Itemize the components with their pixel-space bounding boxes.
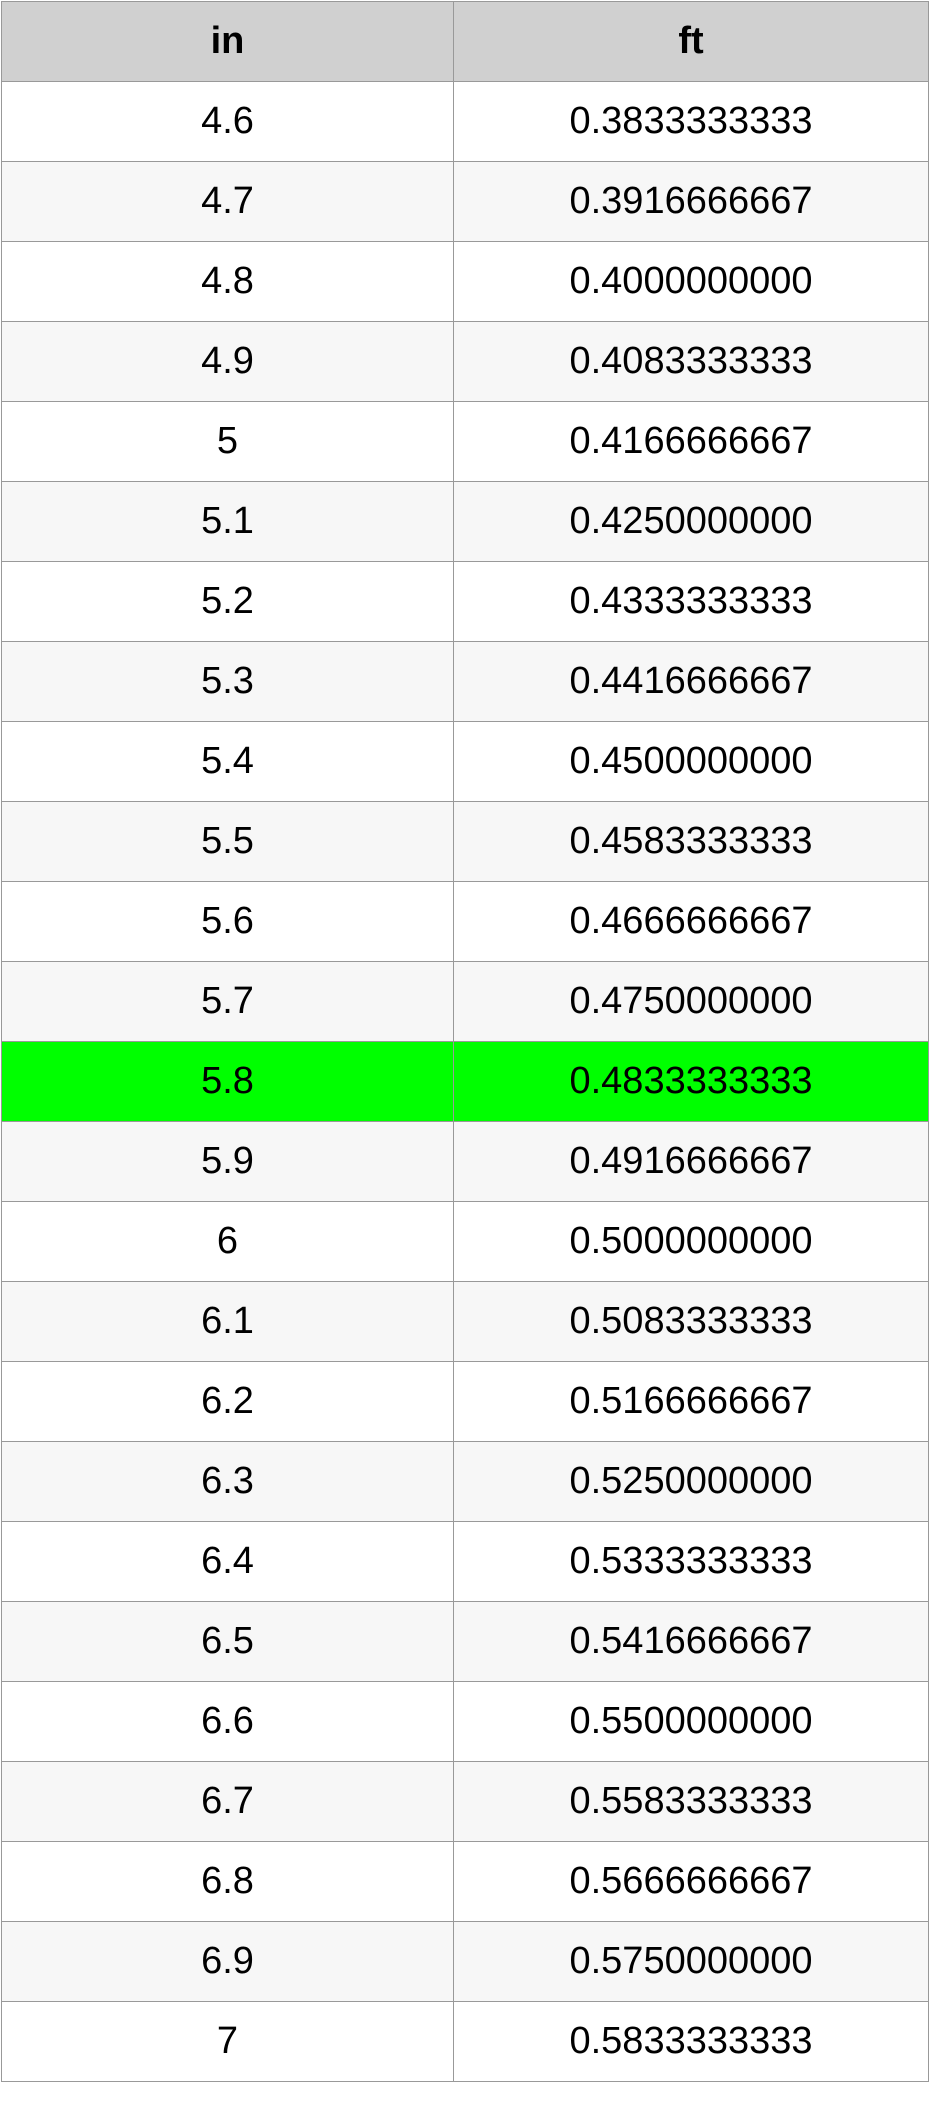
table-cell: 5.2 <box>1 561 454 642</box>
header-cell: ft <box>453 1 929 82</box>
table-row: 5.4 0.4500000000 <box>1 721 929 802</box>
table-cell: 6.6 <box>1 1681 454 1762</box>
table-cell: 5.4 <box>1 721 454 802</box>
table-row: 5 0.4166666667 <box>1 401 929 482</box>
table-cell: 0.5583333333 <box>453 1761 929 1842</box>
table-cell: 0.4416666667 <box>453 641 929 722</box>
table-cell: 4.6 <box>1 81 454 162</box>
table-cell: 0.5333333333 <box>453 1521 929 1602</box>
header-row: in ft <box>1 1 929 82</box>
table-cell: 5.7 <box>1 961 454 1042</box>
table-cell: 0.5666666667 <box>453 1841 929 1922</box>
table-cell: 6.4 <box>1 1521 454 1602</box>
table-cell: 0.5750000000 <box>453 1921 929 2002</box>
header-cell: in <box>1 1 454 82</box>
table-cell: 5.3 <box>1 641 454 722</box>
table-row: 4.7 0.3916666667 <box>1 161 929 242</box>
table-row: 6.6 0.5500000000 <box>1 1681 929 1762</box>
table-row: 4.9 0.4083333333 <box>1 321 929 402</box>
table-row: 7 0.5833333333 <box>1 2001 929 2082</box>
table-cell: 0.5083333333 <box>453 1281 929 1362</box>
table-cell: 0.4750000000 <box>453 961 929 1042</box>
table-cell: 5.6 <box>1 881 454 962</box>
table-cell: 0.4333333333 <box>453 561 929 642</box>
table-row: 6.4 0.5333333333 <box>1 1521 929 1602</box>
table-row: 6 0.5000000000 <box>1 1201 929 1282</box>
table-row: 5.6 0.4666666667 <box>1 881 929 962</box>
table-cell: 0.5166666667 <box>453 1361 929 1442</box>
table-cell: 0.4916666667 <box>453 1121 929 1202</box>
table-cell: 0.3833333333 <box>453 81 929 162</box>
table-cell: 6.3 <box>1 1441 454 1522</box>
table-row: 6.8 0.5666666667 <box>1 1841 929 1922</box>
table-row: 6.1 0.5083333333 <box>1 1281 929 1362</box>
table-row: 5.7 0.4750000000 <box>1 961 929 1042</box>
table-cell: 6.5 <box>1 1601 454 1682</box>
table-cell: 0.4500000000 <box>453 721 929 802</box>
table-cell: 5.1 <box>1 481 454 562</box>
table-cell: 7 <box>1 2001 454 2082</box>
table-cell: 5.8 <box>1 1041 454 1122</box>
table-header: in ft <box>1 1 929 82</box>
table-cell: 0.4583333333 <box>453 801 929 882</box>
table-row: 5.5 0.4583333333 <box>1 801 929 882</box>
table-row: 5.8 0.4833333333 <box>1 1041 929 1122</box>
table-cell: 0.4833333333 <box>453 1041 929 1122</box>
table-row: 6.7 0.5583333333 <box>1 1761 929 1842</box>
table-row: 4.6 0.3833333333 <box>1 81 929 162</box>
table-cell: 0.4166666667 <box>453 401 929 482</box>
table-cell: 6.1 <box>1 1281 454 1362</box>
table-cell: 6 <box>1 1201 454 1282</box>
table-cell: 0.5250000000 <box>453 1441 929 1522</box>
table-cell: 6.8 <box>1 1841 454 1922</box>
table-row: 5.1 0.4250000000 <box>1 481 929 562</box>
table-cell: 5.9 <box>1 1121 454 1202</box>
table-row: 6.2 0.5166666667 <box>1 1361 929 1442</box>
table-cell: 0.4083333333 <box>453 321 929 402</box>
table-cell: 0.5416666667 <box>453 1601 929 1682</box>
table-cell: 5.5 <box>1 801 454 882</box>
table-cell: 0.5833333333 <box>453 2001 929 2082</box>
table-row: 5.3 0.4416666667 <box>1 641 929 722</box>
table-cell: 4.8 <box>1 241 454 322</box>
table-cell: 0.3916666667 <box>453 161 929 242</box>
table-body: 4.6 0.3833333333 4.7 0.3916666667 4.8 0.40000… <box>1 81 929 2082</box>
table-row: 5.9 0.4916666667 <box>1 1121 929 1202</box>
table-cell: 0.5000000000 <box>453 1201 929 1282</box>
table-cell: 4.7 <box>1 161 454 242</box>
table-cell: 0.4666666667 <box>453 881 929 962</box>
table-cell: 6.2 <box>1 1361 454 1442</box>
table-cell: 5 <box>1 401 454 482</box>
table-row: 6.3 0.5250000000 <box>1 1441 929 1522</box>
table-cell: 4.9 <box>1 321 454 402</box>
table-cell: 0.4000000000 <box>453 241 929 322</box>
table-row: 5.2 0.4333333333 <box>1 561 929 642</box>
table-row: 6.5 0.5416666667 <box>1 1601 929 1682</box>
table-row: 4.8 0.4000000000 <box>1 241 929 322</box>
table-cell: 0.4250000000 <box>453 481 929 562</box>
table-cell: 6.9 <box>1 1921 454 2002</box>
table-cell: 6.7 <box>1 1761 454 1842</box>
table-row: 6.9 0.5750000000 <box>1 1921 929 2002</box>
table-cell: 0.5500000000 <box>453 1681 929 1762</box>
